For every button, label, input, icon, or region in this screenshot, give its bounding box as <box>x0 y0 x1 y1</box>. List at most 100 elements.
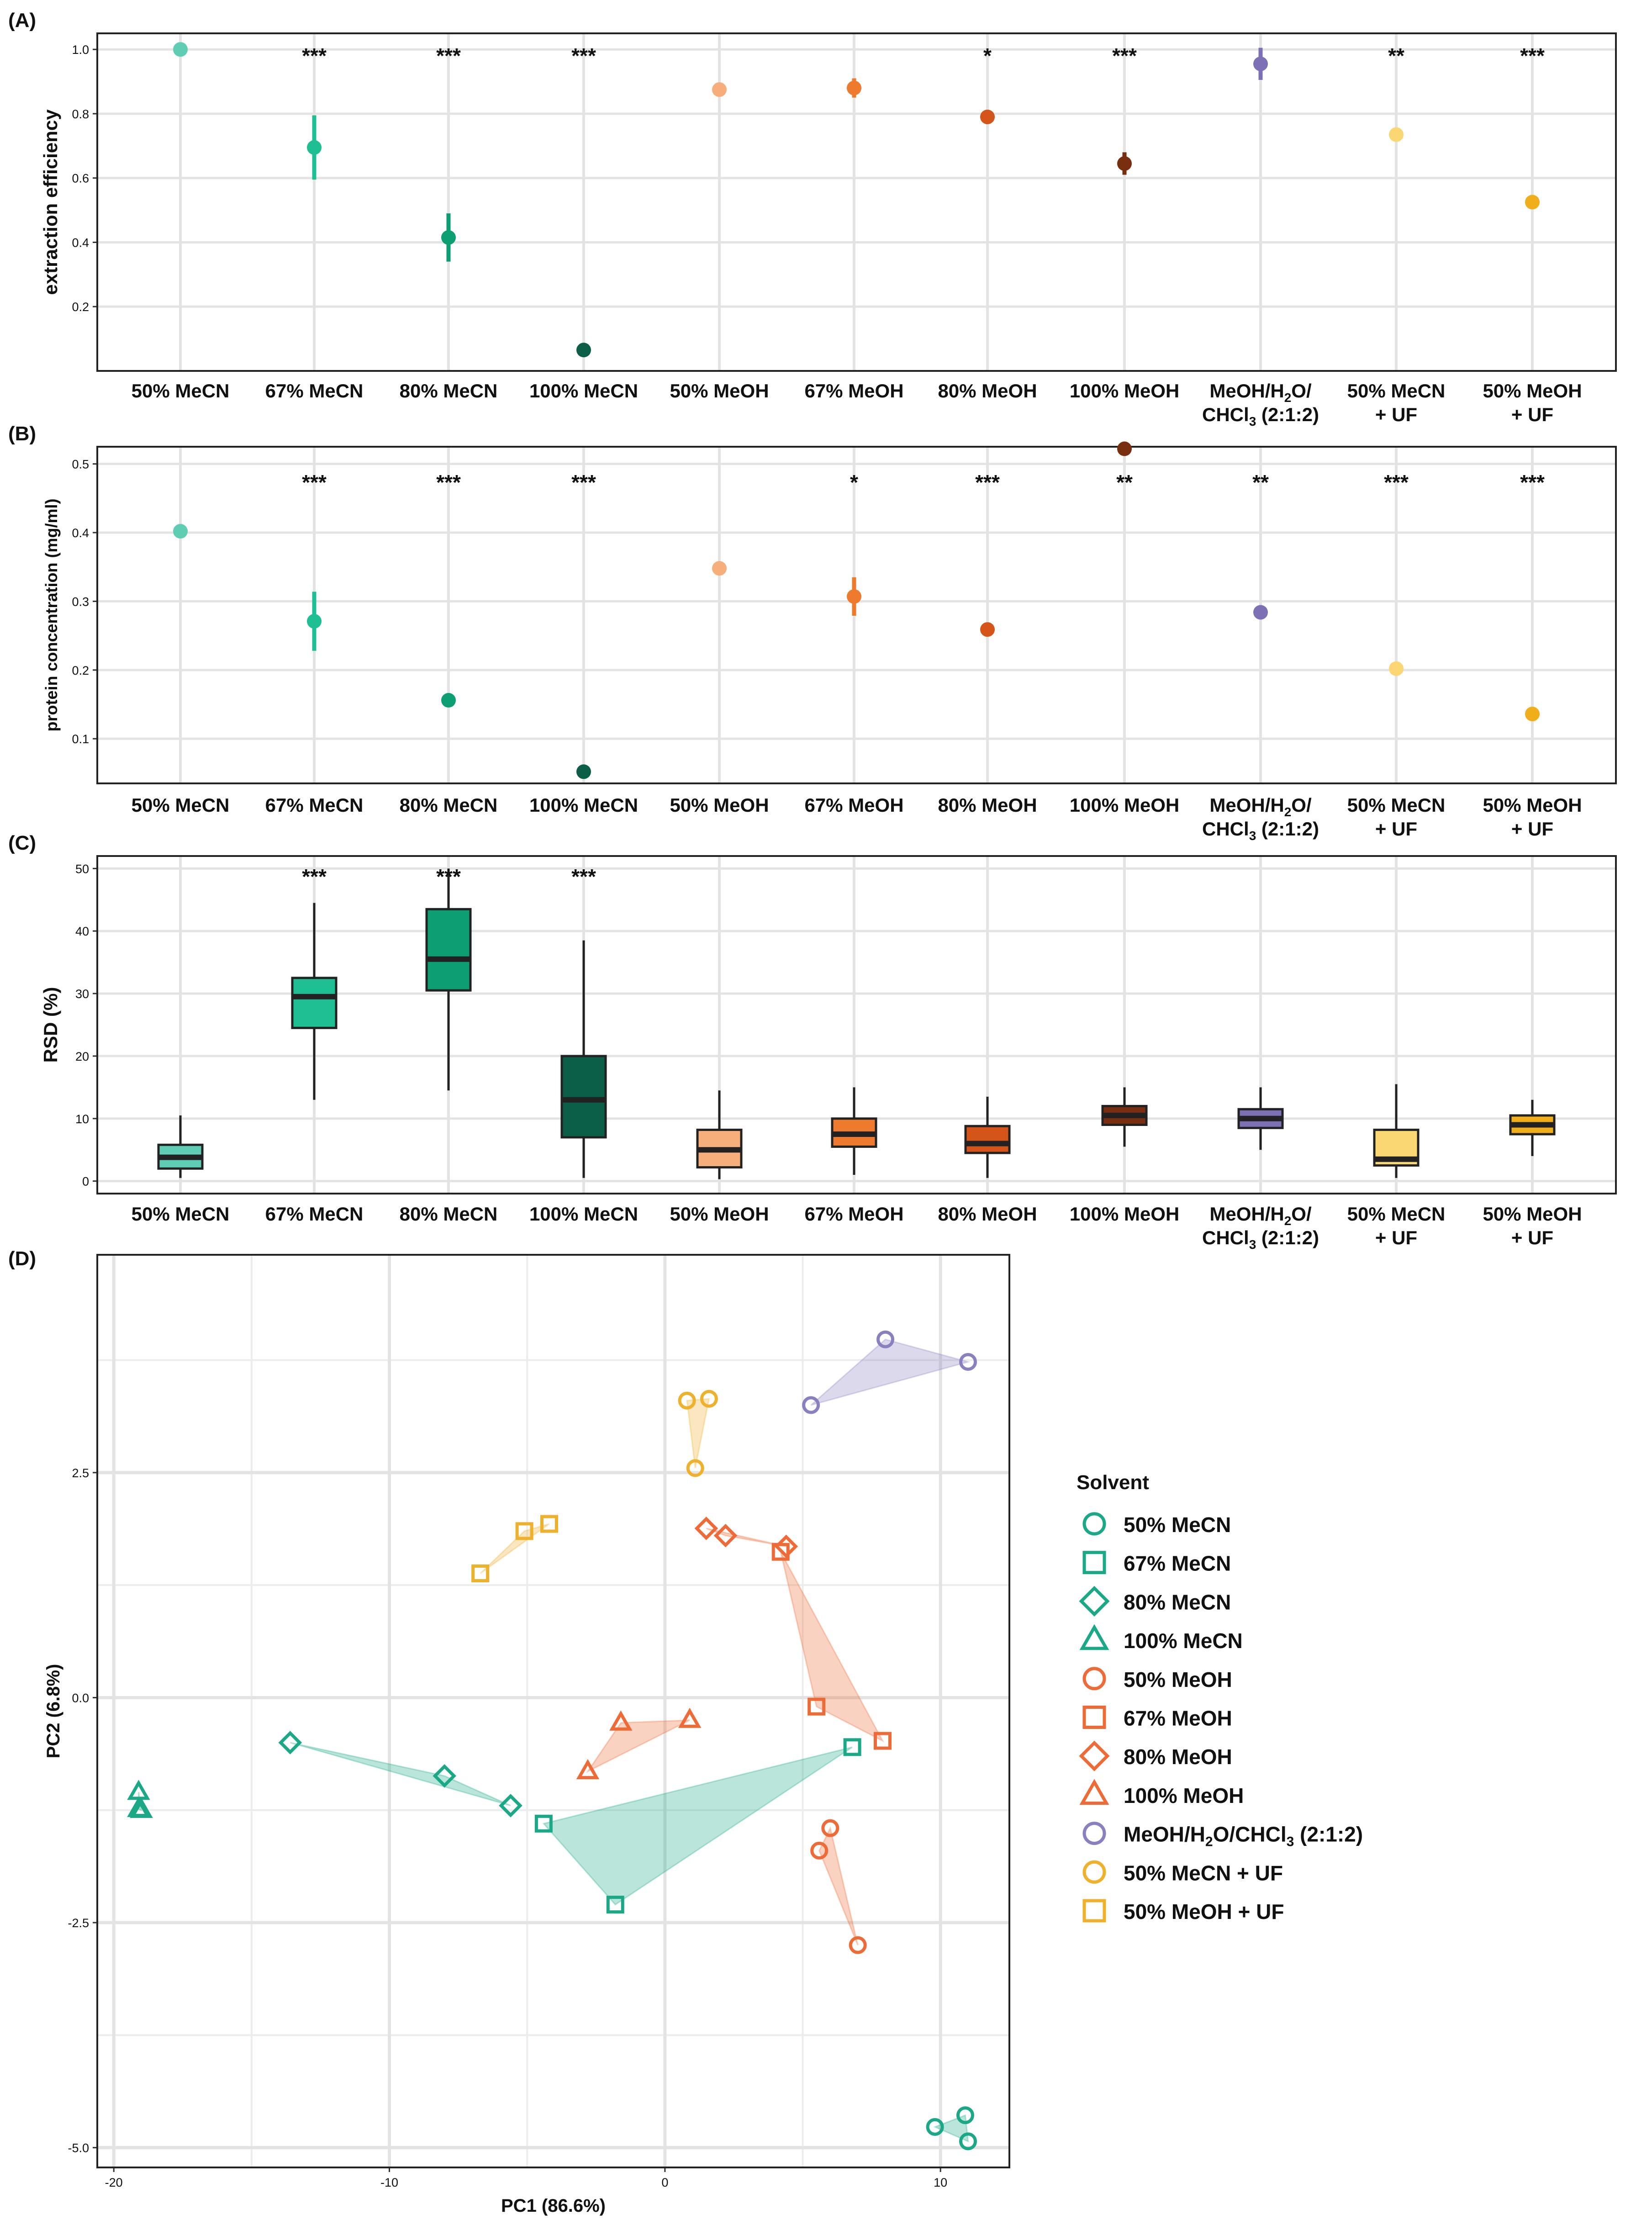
data-point <box>849 1936 867 1954</box>
panel-b: (B) 0.1 0.2 0.3 0.4 0.5 protein concentration … <box>8 423 1617 843</box>
legend-label: 50% MeOH + UF <box>1124 1900 1284 1924</box>
box <box>696 1090 743 1179</box>
data-point <box>515 1522 533 1540</box>
x-tick-label-text: 100% MeCN <box>529 1203 638 1225</box>
y-tick-label: 40 <box>75 925 89 938</box>
data-point <box>278 1731 302 1755</box>
y-tick-label: 0.1 <box>72 732 89 746</box>
significance-label: *** <box>571 865 596 888</box>
legend-item: 100% MeCN <box>1079 1624 1243 1653</box>
y-tick-label: 0.5 <box>72 458 89 471</box>
data-point <box>540 1515 558 1533</box>
legend-item: 50% MeCN <box>1082 1512 1231 1537</box>
x-tick-label: 100% MeCN <box>529 794 638 816</box>
legend-label: 67% MeCN <box>1124 1552 1231 1575</box>
significance-label: * <box>850 470 858 494</box>
x-axis-label: PC1 (86.6%) <box>501 2196 606 2216</box>
x-tick-label: 100% MeOH <box>1070 380 1179 402</box>
data-point <box>1525 195 1540 210</box>
data-point <box>694 1517 718 1540</box>
box <box>560 940 607 1178</box>
data-point <box>678 1391 696 1410</box>
x-tick-label: MeOH/H2O/CHCl3 (2:1:2) <box>1202 1203 1319 1252</box>
significance-label: *** <box>436 470 461 494</box>
x-tick-label-text: 80% MeOH <box>938 1203 1037 1225</box>
y-tick-label: 30 <box>75 987 89 1001</box>
x-tick-label-text: 50% MeCN + UF <box>1347 1203 1446 1248</box>
y-tick-label: 0.3 <box>72 595 89 608</box>
y-tick-label: 0.6 <box>72 172 89 185</box>
significance-label: *** <box>1112 44 1137 68</box>
data-point <box>606 1896 624 1914</box>
legend-marker <box>1082 1899 1106 1923</box>
legend-marker <box>1079 1624 1109 1650</box>
x-tick-label: 67% MeCN <box>265 794 364 816</box>
x-tick-label-text: 100% MeCN <box>529 794 638 816</box>
panel-c: (C) 0 10 20 30 40 50 RSD (%) *** *** *** 50% MeCN 67… <box>8 832 1617 1252</box>
x-tick-label-text: 80% MeOH <box>938 794 1037 816</box>
x-tick-label-text: MeOH/H2O/CHCl3 (2:1:2) <box>1202 794 1319 843</box>
data-point <box>499 1794 523 1818</box>
significance-label: *** <box>975 470 1000 494</box>
group-hull <box>542 1746 853 1906</box>
group-hull <box>818 1826 859 1945</box>
x-tick-label: 67% MeOH <box>804 380 903 402</box>
box <box>964 1096 1011 1178</box>
x-tick-label: 80% MeOH <box>938 1203 1037 1225</box>
x-tick-label-text: 80% MeCN <box>400 380 498 402</box>
data-point <box>1389 127 1404 142</box>
group-hull <box>686 1398 710 1469</box>
x-tick-label: 80% MeOH <box>938 380 1037 402</box>
significance-label: *** <box>571 44 596 68</box>
x-tick-label: 50% MeOH <box>670 1203 769 1225</box>
x-tick-label-text: 80% MeCN <box>400 1203 498 1225</box>
data-point <box>873 1732 892 1750</box>
legend-label: 100% MeCN <box>1124 1629 1243 1653</box>
x-tick-label: 80% MeCN <box>400 1203 498 1225</box>
x-tick-label-text: 50% MeOH <box>670 794 769 816</box>
x-tick-label-text: 80% MeCN <box>400 794 498 816</box>
box <box>1101 1087 1148 1147</box>
panel-label: (B) <box>8 423 36 445</box>
y-axis-label: extraction efficiency <box>40 109 61 295</box>
data-point <box>173 524 188 539</box>
data-point <box>471 1564 490 1583</box>
x-tick-label: 50% MeCN <box>132 1203 230 1225</box>
x-tick-label: 50% MeCN <box>132 380 230 402</box>
significance-label: ** <box>1116 470 1133 494</box>
y-tick-label: 50 <box>75 862 89 876</box>
data-point <box>678 1707 702 1728</box>
legend-item: 67% MeOH <box>1082 1706 1232 1730</box>
data-point <box>1117 156 1132 171</box>
x-tick-label: MeOH/H2O/CHCl3 (2:1:2) <box>1202 794 1319 843</box>
x-tick-label: MeOH/H2O/CHCl3 (2:1:2) <box>1202 380 1319 428</box>
data-point <box>609 1710 633 1731</box>
legend-item: 100% MeOH <box>1079 1779 1244 1807</box>
legend-marker <box>1082 1822 1106 1845</box>
legend-item: 50% MeOH <box>1082 1667 1232 1691</box>
plot-frame <box>96 446 1617 784</box>
box-iqr <box>964 1125 1011 1154</box>
significance-label: *** <box>302 44 327 68</box>
plot-frame <box>96 1254 1010 2168</box>
data-point <box>576 1759 600 1780</box>
data-point <box>808 1697 826 1716</box>
legend-item: 50% MeOH + UF <box>1082 1899 1284 1924</box>
x-tick-label: 50% MeCN + UF <box>1347 380 1446 425</box>
y-tick-label: 0.2 <box>72 300 89 314</box>
legend-marker <box>1079 1586 1110 1617</box>
significance-label: *** <box>302 865 327 888</box>
significance-label: *** <box>571 470 596 494</box>
x-tick-label: 0 <box>661 2176 668 2189</box>
x-tick-label: 50% MeCN + UF <box>1347 794 1446 840</box>
data-point <box>876 1330 895 1348</box>
x-tick-label: 67% MeCN <box>265 1203 364 1225</box>
data-point <box>774 1534 798 1559</box>
data-point <box>843 1738 861 1756</box>
box <box>831 1087 877 1175</box>
x-tick-label-text: 67% MeOH <box>804 794 903 816</box>
data-point <box>956 2106 974 2125</box>
x-tick-label-text: 100% MeOH <box>1070 794 1179 816</box>
y-tick-label: 1.0 <box>72 43 89 57</box>
significance-label: *** <box>1520 44 1545 68</box>
